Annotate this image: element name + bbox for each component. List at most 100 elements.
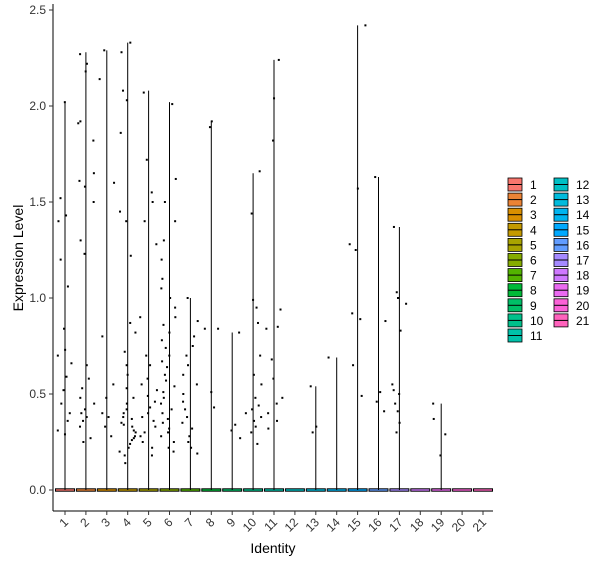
data-point	[210, 120, 213, 123]
data-point	[360, 394, 363, 397]
data-point	[257, 404, 260, 407]
data-point	[394, 402, 397, 405]
data-point	[190, 446, 193, 449]
data-point	[101, 412, 104, 415]
data-point	[132, 437, 135, 440]
legend-item: 11	[507, 328, 543, 343]
data-point	[164, 346, 167, 349]
x-tick-label: 5	[140, 515, 155, 530]
data-point	[395, 431, 398, 434]
data-point	[187, 441, 190, 443]
data-point	[395, 291, 398, 294]
data-point	[359, 318, 362, 321]
legend-item: 21	[553, 313, 590, 328]
data-point	[150, 191, 153, 194]
data-point	[160, 435, 163, 438]
data-point	[396, 297, 399, 299]
data-point	[141, 416, 144, 419]
data-point	[379, 391, 382, 394]
legend-item: 13	[553, 192, 590, 207]
data-point	[145, 354, 148, 357]
data-point	[66, 419, 69, 422]
y-tick-label: 2.0	[29, 99, 46, 113]
data-point	[132, 396, 135, 399]
data-point	[174, 316, 177, 319]
data-point	[311, 431, 314, 434]
data-point	[78, 179, 81, 182]
data-point	[79, 396, 82, 399]
legend-item: 19	[553, 283, 590, 298]
data-point	[132, 429, 135, 432]
data-point	[56, 429, 59, 432]
data-point	[432, 417, 435, 420]
data-point	[85, 364, 88, 367]
data-point	[65, 214, 68, 217]
x-tick-label: 10	[240, 515, 260, 535]
x-tick-label: 7	[182, 515, 197, 530]
x-tick-label: 14	[323, 515, 343, 535]
data-point	[125, 402, 128, 405]
legend-item: 9	[507, 298, 537, 313]
data-point	[160, 258, 163, 261]
data-point	[161, 421, 164, 424]
x-tick-label: 3	[98, 515, 113, 530]
data-point	[171, 103, 174, 106]
data-point	[172, 441, 175, 443]
data-point	[277, 58, 280, 61]
data-point	[168, 427, 171, 430]
data-point	[81, 387, 84, 390]
data-point	[182, 393, 185, 395]
data-point	[80, 412, 83, 415]
data-point	[392, 225, 395, 228]
violin-shape	[284, 488, 305, 492]
y-tick-label: 1.0	[29, 291, 46, 305]
data-point	[260, 416, 263, 419]
legend-item: 1	[507, 177, 537, 192]
legend-item: 6	[507, 253, 537, 268]
x-tick-label: 11	[261, 515, 280, 534]
data-point	[167, 446, 170, 449]
data-point	[258, 170, 261, 173]
data-point	[119, 131, 122, 134]
legend-label: 2	[530, 193, 537, 207]
data-point	[352, 364, 355, 367]
data-point	[129, 321, 132, 324]
data-point	[143, 431, 146, 434]
data-point	[130, 439, 133, 442]
data-point	[130, 417, 133, 420]
data-point	[127, 446, 130, 449]
data-point	[129, 254, 132, 257]
data-point	[83, 408, 86, 411]
data-point	[203, 327, 206, 330]
data-point	[195, 383, 198, 386]
legend-label: 6	[530, 254, 537, 268]
data-point	[122, 89, 125, 92]
data-point	[191, 427, 194, 430]
data-point	[172, 450, 175, 453]
data-point	[186, 416, 189, 419]
data-point	[154, 425, 157, 428]
legend-label: 5	[530, 238, 537, 252]
y-tick-label: 0.5	[29, 387, 46, 401]
data-point	[66, 285, 69, 288]
data-point	[79, 53, 82, 56]
y-tick-label: 2.5	[29, 3, 46, 17]
data-point	[259, 354, 262, 357]
data-point	[152, 419, 155, 422]
data-point	[143, 220, 146, 223]
data-point	[107, 416, 110, 419]
x-tick-label: 21	[470, 515, 490, 535]
data-point	[174, 220, 177, 223]
x-tick-label: 15	[344, 515, 364, 535]
data-point	[141, 441, 144, 443]
data-point	[187, 364, 190, 367]
data-point	[59, 197, 62, 200]
legend-label: 20	[576, 299, 590, 313]
data-point	[68, 412, 71, 415]
data-point	[230, 429, 233, 432]
data-point	[123, 350, 126, 353]
legend-item: 8	[507, 283, 537, 298]
data-point	[210, 391, 213, 394]
data-point	[184, 408, 187, 411]
x-tick-label: 16	[365, 515, 385, 535]
